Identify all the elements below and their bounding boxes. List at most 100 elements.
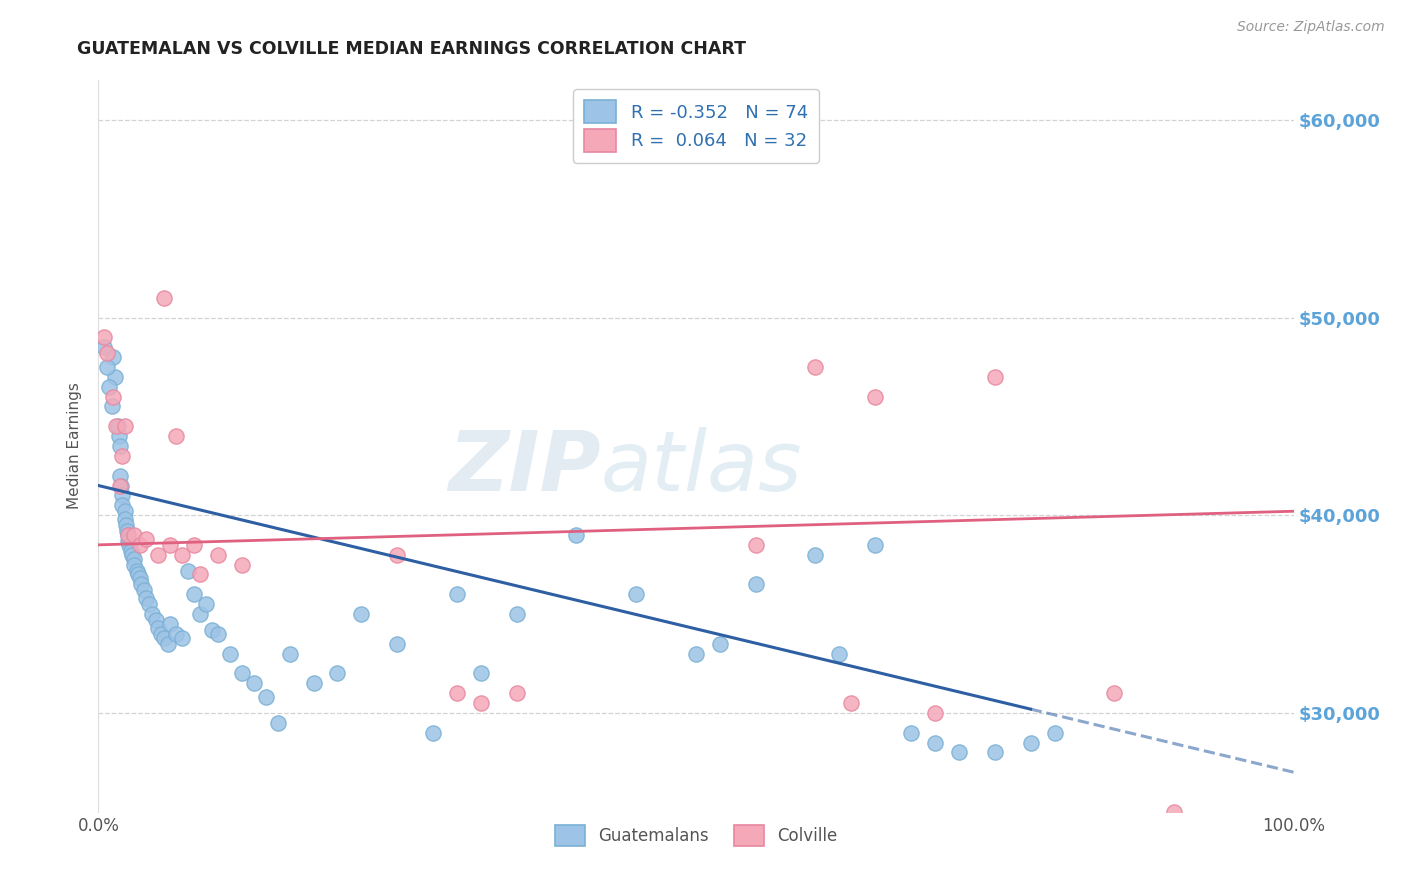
Point [302,676,325,690]
Point [101,390,124,404]
Point [135,532,157,546]
Point [111,488,134,502]
Point [138,597,160,611]
Point [98,380,121,394]
Point [111,498,134,512]
Point [159,616,181,631]
Point [114,512,136,526]
Point [111,449,134,463]
Point [350,607,373,621]
Point [828,647,851,661]
Point [127,567,149,582]
Point [108,439,131,453]
Point [117,528,139,542]
Point [145,613,167,627]
Point [156,637,179,651]
Point [149,627,172,641]
Point [841,696,863,710]
Point [231,666,253,681]
Point [278,647,301,661]
Point [120,543,142,558]
Point [118,538,141,552]
Point [125,564,148,578]
Point [115,518,138,533]
Point [1043,725,1066,739]
Point [108,468,131,483]
Point [506,607,529,621]
Point [207,548,229,562]
Point [96,346,118,360]
Point [104,369,127,384]
Point [254,690,277,704]
Point [685,647,707,661]
Point [1104,686,1126,700]
Point [135,591,157,606]
Point [124,528,146,542]
Point [1163,805,1185,819]
Point [117,528,139,542]
Point [804,359,827,374]
Point [131,577,153,591]
Point [745,577,768,591]
Point [243,676,266,690]
Point [172,631,194,645]
Point [129,571,152,585]
Point [231,558,253,572]
Point [745,538,768,552]
Text: GUATEMALAN VS COLVILLE MEDIAN EARNINGS CORRELATION CHART: GUATEMALAN VS COLVILLE MEDIAN EARNINGS C… [77,40,747,58]
Point [141,607,163,621]
Point [153,291,176,305]
Point [422,725,444,739]
Point [114,504,136,518]
Point [188,567,211,582]
Point [948,746,970,760]
Point [148,548,170,562]
Point [108,478,131,492]
Point [101,350,124,364]
Point [900,725,922,739]
Point [96,359,118,374]
Point [107,429,129,443]
Point [709,637,731,651]
Point [385,637,409,651]
Point [172,548,194,562]
Point [124,558,146,572]
Point [148,621,170,635]
Point [219,647,242,661]
Point [267,715,290,730]
Point [110,478,132,492]
Point [121,548,143,562]
Point [107,419,129,434]
Point [124,551,146,566]
Point [626,587,648,601]
Text: Source: ZipAtlas.com: Source: ZipAtlas.com [1237,20,1385,34]
Text: atlas: atlas [600,427,801,508]
Point [326,666,349,681]
Point [100,400,122,414]
Point [924,735,946,749]
Point [207,627,229,641]
Point [446,587,468,601]
Point [93,330,115,344]
Point [105,419,128,434]
Point [565,528,588,542]
Legend: Guatemalans, Colville: Guatemalans, Colville [547,816,845,855]
Point [470,666,492,681]
Point [924,706,946,720]
Point [115,524,138,538]
Point [470,696,492,710]
Point [153,631,176,645]
Point [132,583,155,598]
Point [1019,735,1042,749]
Point [506,686,529,700]
Point [188,607,211,621]
Point [804,548,827,562]
Point [183,587,205,601]
Point [159,538,181,552]
Point [984,746,1007,760]
Point [129,538,152,552]
Point [117,533,139,548]
Point [165,429,187,443]
Point [177,564,200,578]
Point [195,597,218,611]
